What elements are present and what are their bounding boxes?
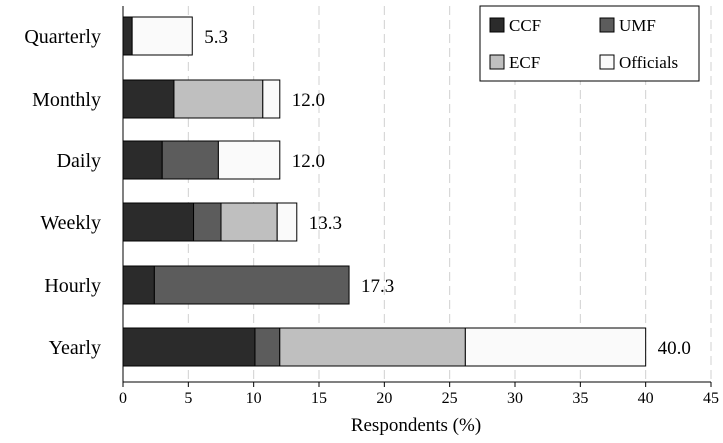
- bar-weekly-officials: [276, 202, 298, 242]
- total-label: 17.3: [361, 276, 394, 297]
- bar-yearly-ccf: [122, 327, 256, 367]
- bar-monthly-ccf: [122, 79, 175, 119]
- total-label: 40.0: [658, 338, 691, 359]
- total-label: 5.3: [204, 27, 228, 48]
- bar-quarterly-officials: [131, 16, 193, 56]
- bar-weekly-ecf: [220, 202, 278, 242]
- total-label: 12.0: [292, 90, 325, 111]
- bar-monthly-officials: [262, 79, 281, 119]
- category-label: Yearly: [49, 337, 101, 359]
- bar-yearly-officials: [464, 327, 647, 367]
- bar-yearly-ecf: [279, 327, 466, 367]
- x-tick-label: 20: [376, 390, 392, 407]
- legend-label: CCF: [509, 16, 541, 35]
- bar-weekly-ccf: [122, 202, 195, 242]
- bar-monthly-ecf: [173, 79, 264, 119]
- x-tick-label: 40: [638, 390, 654, 407]
- category-label: Monthly: [32, 89, 101, 111]
- total-label: 13.3: [309, 213, 342, 234]
- category-label: Hourly: [44, 275, 101, 297]
- x-tick-label: 45: [703, 390, 719, 407]
- x-tick-label: 25: [442, 390, 458, 407]
- x-axis-title: Respondents (%): [351, 415, 481, 436]
- total-labels: 5.3 12.0 12.0 13.3 17.3 40.0: [204, 27, 691, 359]
- category-label: Quarterly: [24, 26, 101, 48]
- legend-swatch-umf: [599, 17, 615, 33]
- bar-daily-officials: [217, 140, 281, 180]
- bar-hourly-umf: [153, 265, 350, 305]
- legend-swatch-officials: [599, 54, 615, 70]
- x-tick-label: 5: [184, 390, 192, 407]
- bar-quarterly-ccf: [122, 16, 133, 56]
- category-label: Weekly: [40, 212, 101, 234]
- x-tick-label: 0: [119, 390, 127, 407]
- legend-swatch-ecf: [489, 54, 505, 70]
- x-tick-label: 35: [572, 390, 588, 407]
- bar-hourly-ccf: [122, 265, 155, 305]
- category-labels: Quarterly Monthly Daily Weekly Hourly Yearly: [24, 26, 101, 359]
- legend-label: UMF: [619, 16, 656, 35]
- bars: [122, 16, 647, 367]
- legend-swatch-ccf: [489, 17, 505, 33]
- category-label: Daily: [57, 150, 101, 172]
- bar-weekly-umf: [193, 202, 222, 242]
- x-axis: 0 5 10 15 20 25 30 35 40 45: [119, 6, 719, 407]
- legend-label: ECF: [509, 53, 540, 72]
- legend-box: [479, 5, 700, 82]
- x-tick-label: 10: [246, 390, 262, 407]
- legend-label: Officials: [619, 53, 678, 72]
- legend: CCF UMF ECF Officials: [479, 5, 700, 82]
- x-tick-label: 30: [507, 390, 523, 407]
- x-tick-label: 15: [311, 390, 327, 407]
- bar-yearly-umf: [254, 327, 281, 367]
- total-label: 12.0: [292, 151, 325, 172]
- bar-daily-ccf: [122, 140, 163, 180]
- bar-daily-umf: [161, 140, 219, 180]
